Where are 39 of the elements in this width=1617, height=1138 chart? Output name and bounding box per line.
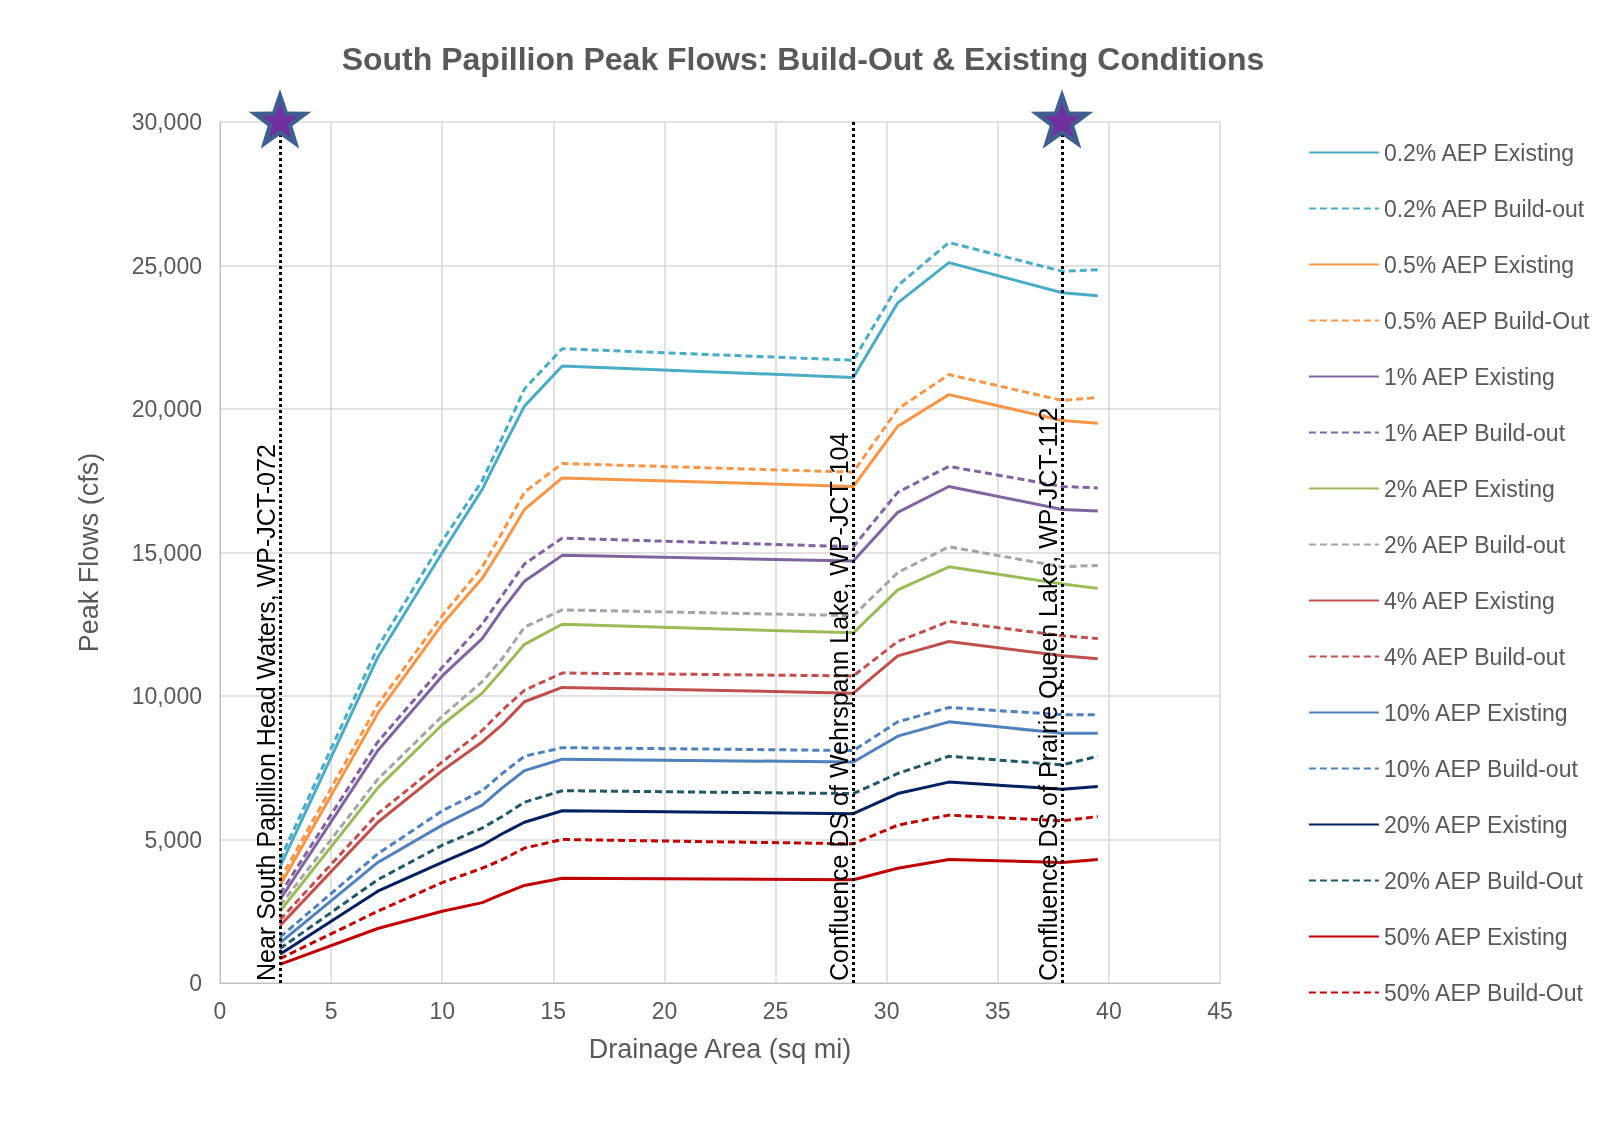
legend-label: 2% AEP Build-out [1383,531,1566,558]
legend-label: 1% AEP Existing [1383,363,1555,390]
x-tick-label: 35 [984,997,1011,1024]
x-tick-label: 0 [213,997,227,1024]
ref-line-label: Confluence DS of Prairie Queen Lake, WP-JCT-112 [1033,407,1062,981]
legend-label: 20% AEP Build-Out [1383,867,1584,894]
legend-label: 0.5% AEP Existing [1383,251,1574,278]
y-tick-label: 20,000 [131,396,202,422]
legend-label: 50% AEP Build-Out [1383,979,1584,1006]
x-axis-title: Drainage Area (sq mi) [588,1033,852,1064]
ref-line-label: Near South Papillion Head Waters, WP-JCT-072 [251,444,280,981]
y-tick-label: 30,000 [131,109,202,135]
x-tick-label: 45 [1207,997,1233,1024]
x-tick-label: 5 [324,997,338,1024]
x-tick-label: 30 [873,997,900,1024]
ref-line-label: Confluence DS of Wehrspann Lake, WP-JCT-104 [824,432,853,981]
legend-label: 4% AEP Existing [1383,587,1555,614]
y-tick-label: 0 [189,970,202,996]
x-tick-label: 20 [651,997,678,1024]
legend-label: 20% AEP Existing [1383,811,1568,838]
y-tick-label: 15,000 [131,539,202,566]
legend-label: 2% AEP Existing [1383,475,1555,502]
x-tick-label: 15 [540,997,567,1024]
x-tick-label: 10 [429,997,456,1024]
y-axis-title: Peak Flows (cfs) [73,452,104,653]
legend-label: 10% AEP Build-out [1383,755,1579,782]
y-tick-label: 5,000 [144,826,202,853]
legend-label: 10% AEP Existing [1383,699,1568,726]
legend-label: 4% AEP Build-out [1383,643,1566,670]
legend-label: 0.5% AEP Build-Out [1383,307,1590,334]
y-tick-label: 25,000 [131,252,202,279]
y-tick-label: 10,000 [131,683,202,709]
x-tick-label: 25 [762,997,789,1024]
legend-label: 1% AEP Build-out [1383,419,1566,446]
x-tick-label: 40 [1096,997,1122,1024]
legend-label: 50% AEP Existing [1383,923,1568,950]
chart-title: South Papillion Peak Flows: Build-Out & Existing Conditions [341,41,1265,77]
legend-label: 0.2% AEP Existing [1383,139,1574,166]
legend-label: 0.2% AEP Build-out [1383,195,1585,222]
